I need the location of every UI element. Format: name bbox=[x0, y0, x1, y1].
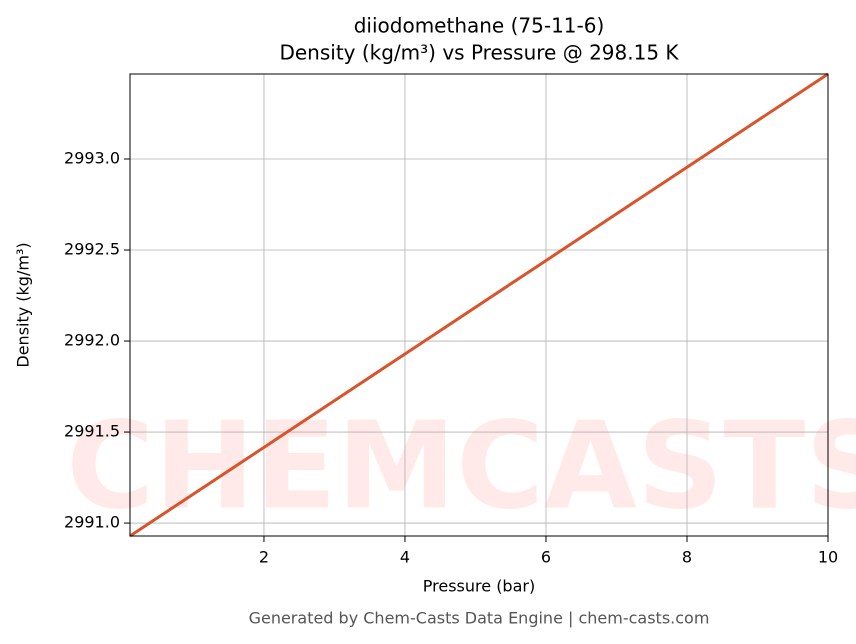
chart-title: diiodomethane (75-11-6) bbox=[354, 14, 605, 38]
line-series bbox=[129, 72, 829, 538]
plot-frame bbox=[129, 73, 829, 537]
y-tick-label: 2992.5 bbox=[64, 240, 120, 259]
y-tick-label: 2991.0 bbox=[64, 513, 120, 532]
y-tick-label: 2992.0 bbox=[64, 331, 120, 350]
y-tick-label: 2993.0 bbox=[64, 149, 120, 168]
x-tick-label: 2 bbox=[259, 548, 269, 567]
x-tick-label: 10 bbox=[818, 548, 838, 567]
watermark: CHEMCASTS bbox=[66, 398, 856, 537]
footer: Generated by Chem-Casts Data Engine | ch… bbox=[249, 609, 710, 628]
x-tick-label: 8 bbox=[682, 548, 692, 567]
y-axis-label: Density (kg/m³) bbox=[14, 242, 33, 367]
x-tick-label: 4 bbox=[400, 548, 410, 567]
x-axis-label: Pressure (bar) bbox=[423, 577, 535, 596]
x-tick-label: 6 bbox=[541, 548, 551, 567]
chart-subtitle: Density (kg/m³) vs Pressure @ 298.15 K bbox=[279, 41, 679, 65]
y-tick-label: 2991.5 bbox=[64, 422, 120, 441]
